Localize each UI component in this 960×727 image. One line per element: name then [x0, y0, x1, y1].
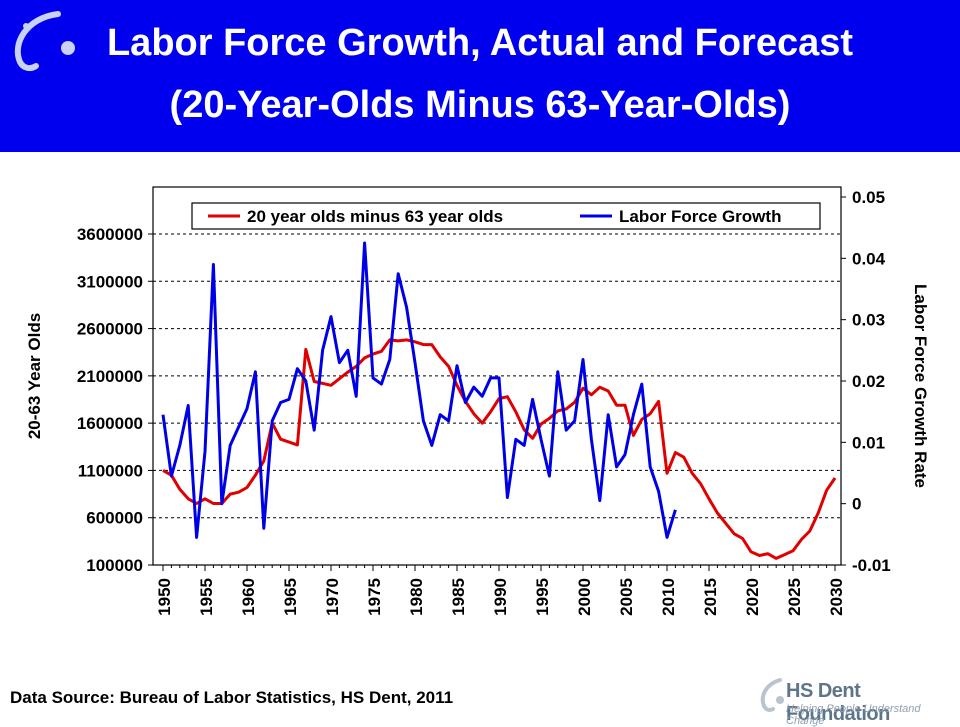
axes: 3600000 3100000 2600000 2100000 1600000 11000… [77, 188, 891, 616]
y-left-tick-label: 2100000 [77, 367, 143, 386]
x-tick-label: 2025 [785, 578, 804, 616]
legend-label-red: 20 year olds minus 63 year olds [247, 207, 503, 226]
x-tick-label: 2030 [827, 578, 846, 616]
x-tick-label: 2005 [617, 578, 636, 616]
series-lines [161, 241, 837, 560]
legend-box [191, 202, 821, 230]
y-axis-right-label: Labor Force Growth Rate [911, 284, 930, 488]
legend-label-blue: Labor Force Growth [619, 207, 781, 226]
x-tick-label: 1980 [407, 578, 426, 616]
x-tick-label: 1960 [239, 578, 258, 616]
y-left-tick-label: 1100000 [78, 461, 143, 480]
y-right-tick-label: -0.01 [852, 556, 891, 575]
y-left-tick-label: 3100000 [77, 272, 143, 291]
title-banner [0, 0, 960, 152]
y-right-tick-label: 0 [852, 495, 861, 514]
y-left-tick-label: 2600000 [77, 320, 143, 339]
series-line-blue [161, 241, 677, 539]
x-tick-label: 1975 [365, 578, 384, 616]
page-subtitle: (20-Year-Olds Minus 63-Year-Olds) [169, 84, 791, 126]
y-left-tick-label: 600000 [86, 509, 143, 528]
data-source-note: Data Source: Bureau of Labor Statistics,… [10, 688, 454, 707]
y-right-tick-label: 0.03 [852, 311, 885, 330]
x-tick-label: 1990 [491, 578, 510, 616]
y-right-tick-label: 0.05 [852, 188, 885, 207]
x-tick-label: 1995 [533, 578, 552, 616]
x-tick-label: 1985 [449, 578, 468, 616]
y-right-tick-label: 0.02 [852, 372, 885, 391]
y-axis-left-label: 20-63 Year Olds [25, 313, 44, 439]
x-tick-label: 2015 [701, 578, 720, 616]
x-tick-label: 1965 [281, 578, 300, 616]
x-tick-label: 1970 [323, 578, 342, 616]
y-left-tick-label: 3600000 [77, 225, 143, 244]
x-tick-label: 2000 [575, 578, 594, 616]
page-title: Labor Force Growth, Actual and Forecast [106, 22, 854, 64]
swirl-logo-icon [14, 11, 75, 72]
hs-dent-logo-icon [760, 678, 784, 712]
x-tick-label: 2020 [743, 578, 762, 616]
y-left-tick-label: 1600000 [77, 414, 143, 433]
labor-force-chart: 3600000 3100000 2600000 2100000 1600000 11000… [25, 186, 930, 616]
x-tick-label: 2010 [659, 578, 678, 616]
y-right-tick-label: 0.01 [852, 433, 885, 452]
x-tick-label: 1950 [155, 578, 174, 616]
logo-tagline: Helping People Understand Change [786, 703, 921, 727]
y-right-tick-label: 0.04 [852, 249, 886, 268]
chart-legend: 20 year olds minus 63 year olds Labor Fo… [191, 202, 821, 230]
y-left-tick-label: 100000 [86, 556, 143, 575]
x-tick-label: 1955 [197, 578, 216, 616]
